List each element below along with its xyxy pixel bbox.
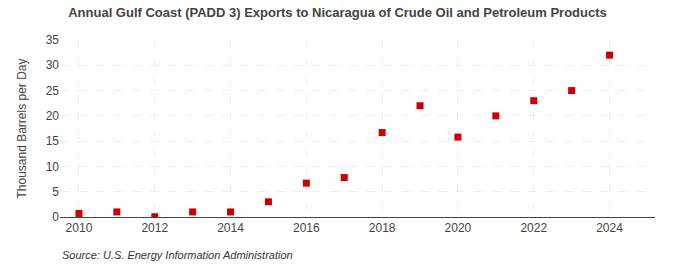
svg-text:5: 5 (52, 185, 59, 199)
svg-text:2018: 2018 (369, 221, 396, 235)
svg-text:2010: 2010 (66, 221, 93, 235)
svg-text:2024: 2024 (596, 221, 623, 235)
svg-text:30: 30 (46, 58, 60, 72)
svg-text:2012: 2012 (141, 221, 168, 235)
svg-text:2016: 2016 (293, 221, 320, 235)
svg-text:Annual Gulf Coast (PADD 3) Exp: Annual Gulf Coast (PADD 3) Exports to Ni… (68, 5, 607, 20)
svg-text:20: 20 (46, 109, 60, 123)
svg-text:15: 15 (46, 134, 60, 148)
svg-text:Source: U.S. Energy Informatio: Source: U.S. Energy Information Administ… (62, 249, 293, 261)
svg-text:25: 25 (46, 84, 60, 98)
svg-text:35: 35 (46, 33, 60, 47)
svg-text:0: 0 (52, 210, 59, 224)
svg-text:10: 10 (46, 160, 60, 174)
svg-text:2014: 2014 (217, 221, 244, 235)
svg-text:Thousand Barrels per Day: Thousand Barrels per Day (15, 58, 29, 198)
svg-text:2022: 2022 (520, 221, 547, 235)
svg-text:2020: 2020 (445, 221, 472, 235)
